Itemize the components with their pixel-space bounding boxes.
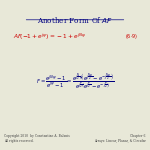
Text: Chapter 6
Arrays: Linear, Planar, & Circular: Chapter 6 Arrays: Linear, Planar, & Circ… [94,134,146,143]
Text: Copyright 2010  by Constantine A. Balanis
All rights reserved.: Copyright 2010 by Constantine A. Balanis… [4,134,70,143]
Text: $(6\text{-}9)$: $(6\text{-}9)$ [125,32,138,41]
Text: Another Form Of $\mathit{AF}$: Another Form Of $\mathit{AF}$ [37,15,113,25]
Text: $\mathit{AF}\!\left(-1+e^{j\psi}\right)=-1+e^{jN\psi}$: $\mathit{AF}\!\left(-1+e^{j\psi}\right)=… [13,32,87,42]
Text: $F=\dfrac{e^{jN\psi}-1}{e^{j\psi}-1}=\dfrac{e^{j\frac{N}{2}\psi}\!\left(e^{j\fra: $F=\dfrac{e^{jN\psi}-1}{e^{j\psi}-1}=\df… [36,71,114,91]
